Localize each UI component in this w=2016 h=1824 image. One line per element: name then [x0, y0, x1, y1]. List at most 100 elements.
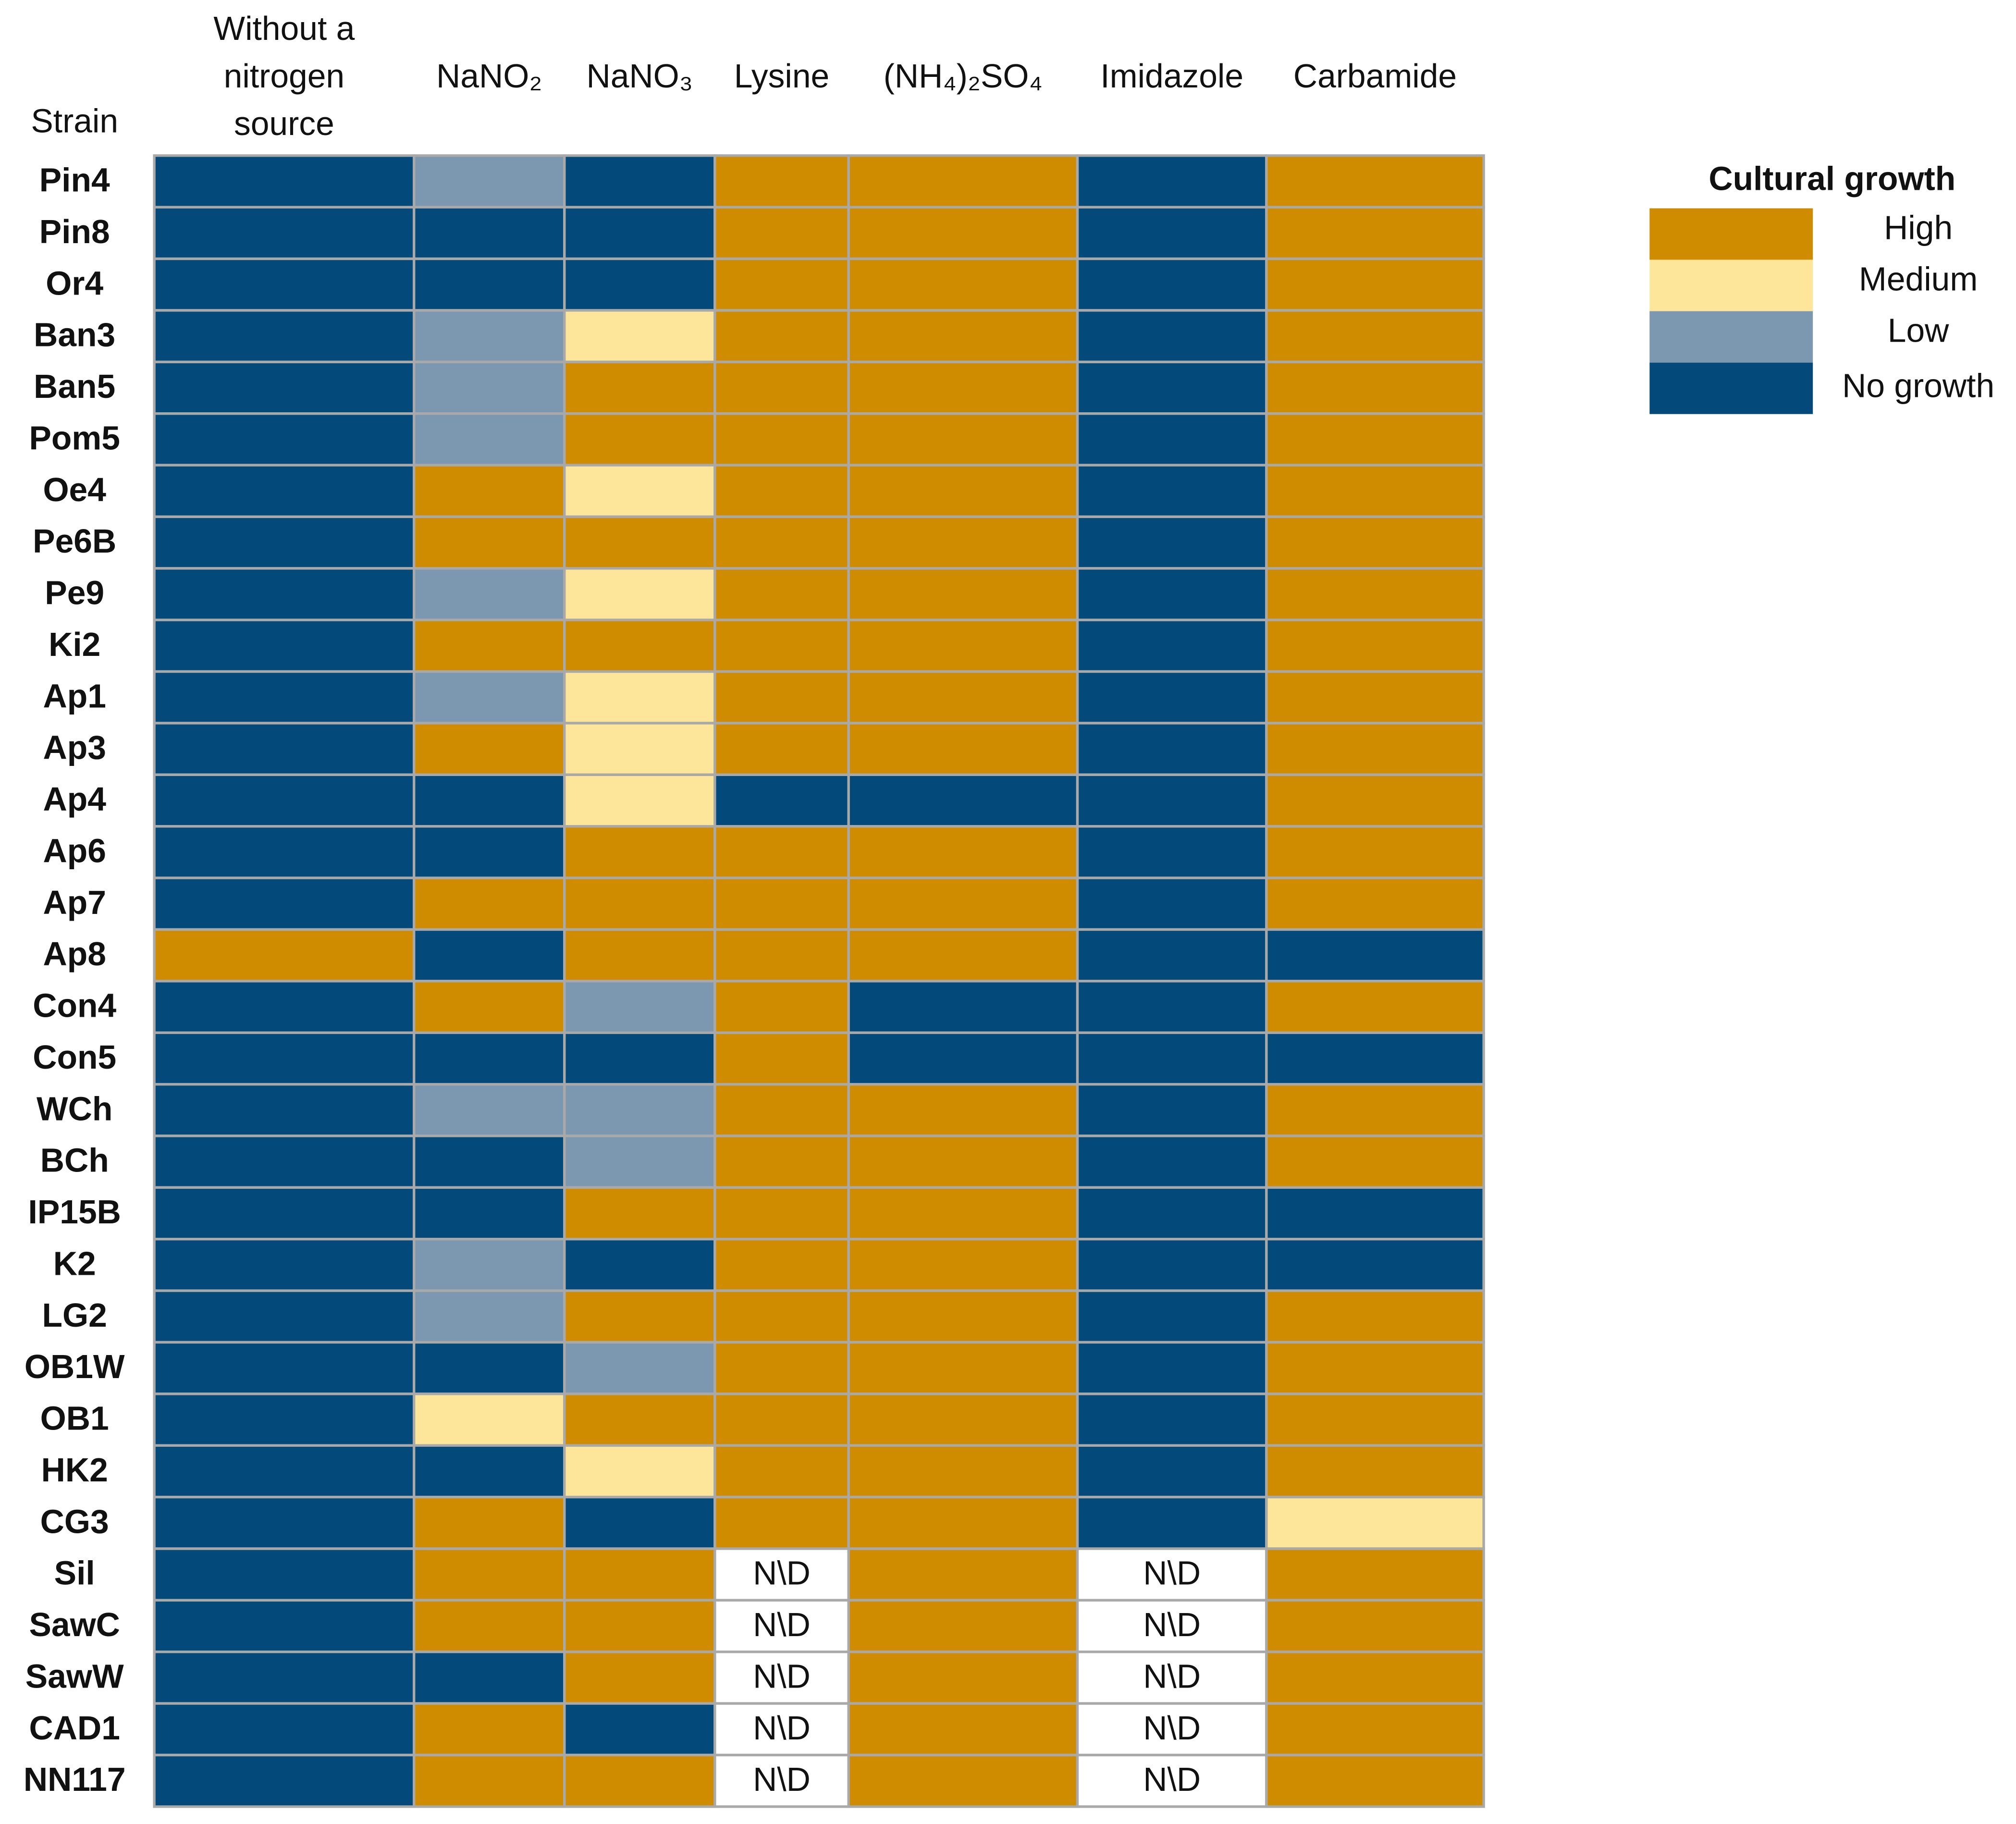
legend-label: Medium [1859, 260, 1978, 297]
heatmap-cell [1076, 1083, 1268, 1137]
heatmap-cell [847, 980, 1079, 1034]
cell-label: N\D [753, 1709, 811, 1747]
heatmap-cell [713, 1393, 850, 1447]
heatmap-cell [847, 1238, 1079, 1292]
heatmap-cell [1076, 206, 1268, 260]
heatmap-cell [413, 618, 566, 673]
heatmap-cell [1265, 309, 1485, 363]
heatmap-cell [1265, 1702, 1485, 1757]
heatmap-cell [563, 1753, 716, 1808]
heatmap-cell [1076, 464, 1268, 518]
heatmap-cell [413, 154, 566, 209]
heatmap-cell [563, 1083, 716, 1137]
heatmap-cell [1076, 154, 1268, 209]
heatmap-cell [713, 773, 850, 828]
heatmap-cell [153, 928, 416, 983]
heatmap-cell [153, 1547, 416, 1602]
heatmap-cell [153, 1444, 416, 1499]
heatmap-cell [1076, 1702, 1268, 1757]
heatmap-cell [563, 1702, 716, 1757]
heatmap-cell [847, 1651, 1079, 1705]
heatmap-cell [1076, 980, 1268, 1034]
heatmap-cell [153, 1651, 416, 1705]
heatmap-cell [1265, 1495, 1485, 1550]
heatmap-cell [563, 1651, 716, 1705]
heatmap-cell [713, 670, 850, 725]
heatmap-cell [413, 1031, 566, 1086]
row-label: SawC [29, 1606, 120, 1643]
heatmap-cell [1076, 412, 1268, 467]
row-header: Strain [31, 102, 118, 139]
heatmap-cell [1265, 206, 1485, 260]
heatmap-cell [413, 980, 566, 1034]
heatmap-cell [153, 412, 416, 467]
heatmap-cell [847, 773, 1079, 828]
heatmap-cell [413, 1393, 566, 1447]
heatmap-cell [713, 1599, 850, 1653]
heatmap-cell [1265, 1599, 1485, 1653]
heatmap-cell [563, 722, 716, 776]
legend-swatch [1649, 259, 1813, 311]
heatmap-cell [1265, 876, 1485, 931]
heatmap-cell [413, 1341, 566, 1395]
row-label: K2 [53, 1245, 96, 1282]
heatmap-cell [153, 876, 416, 931]
heatmap-cell [1265, 1083, 1485, 1137]
legend-title: Cultural growth [1709, 160, 1955, 197]
heatmap-cell [413, 1753, 566, 1808]
heatmap-cell [1265, 1444, 1485, 1499]
column-header-wrap: Lysine [702, 0, 861, 152]
heatmap-cell [847, 1495, 1079, 1550]
heatmap-cell [713, 1186, 850, 1241]
heatmap-cell [1076, 1495, 1268, 1550]
row-label: Ap1 [43, 677, 106, 715]
legend-label: High [1884, 209, 1953, 246]
heatmap-cell [413, 1651, 566, 1705]
heatmap-cell [153, 464, 416, 518]
heatmap-cell [153, 1289, 416, 1344]
row-label: Pe6B [33, 522, 116, 560]
heatmap-cell [847, 1186, 1079, 1241]
heatmap-cell [847, 515, 1079, 570]
column-header-wrap: Imidazole [1065, 0, 1279, 152]
row-label: Ap4 [43, 780, 106, 818]
heatmap-cell [1265, 1031, 1485, 1086]
heatmap-cell [713, 928, 850, 983]
heatmap-cell [713, 1547, 850, 1602]
heatmap-cell [153, 360, 416, 415]
legend-swatch [1649, 362, 1813, 414]
heatmap-cell [847, 928, 1079, 983]
column-header: NaNO₃ [586, 56, 693, 95]
heatmap-cell [153, 1031, 416, 1086]
heatmap-cell [1076, 722, 1268, 776]
heatmap-cell [413, 206, 566, 260]
cell-label: N\D [1143, 1657, 1201, 1695]
cell-label: N\D [1143, 1554, 1201, 1592]
heatmap-cell [713, 567, 850, 621]
heatmap-cell [713, 309, 850, 363]
heatmap-cell [713, 1238, 850, 1292]
heatmap-cell [713, 1444, 850, 1499]
column-header: Carbamide [1293, 56, 1457, 95]
heatmap-cell [847, 1134, 1079, 1189]
heatmap-cell [563, 206, 716, 260]
cell-label: N\D [753, 1554, 811, 1592]
heatmap-cell [563, 1495, 716, 1550]
heatmap-cell [1076, 1238, 1268, 1292]
row-label: Ban5 [34, 368, 115, 405]
heatmap-cell [153, 515, 416, 570]
heatmap-cell [153, 1495, 416, 1550]
heatmap-cell [1076, 1186, 1268, 1241]
heatmap-cell [713, 257, 850, 312]
heatmap-cell [153, 1083, 416, 1137]
row-label: Con5 [33, 1038, 116, 1076]
heatmap-cell [563, 257, 716, 312]
heatmap-cell [413, 1702, 566, 1757]
heatmap-cell [153, 825, 416, 879]
heatmap-cell [563, 1031, 716, 1086]
row-label: BCh [40, 1142, 109, 1179]
heatmap-cell [1265, 980, 1485, 1034]
column-header: Without a nitrogen source [213, 8, 355, 142]
row-label: Ap7 [43, 884, 106, 921]
